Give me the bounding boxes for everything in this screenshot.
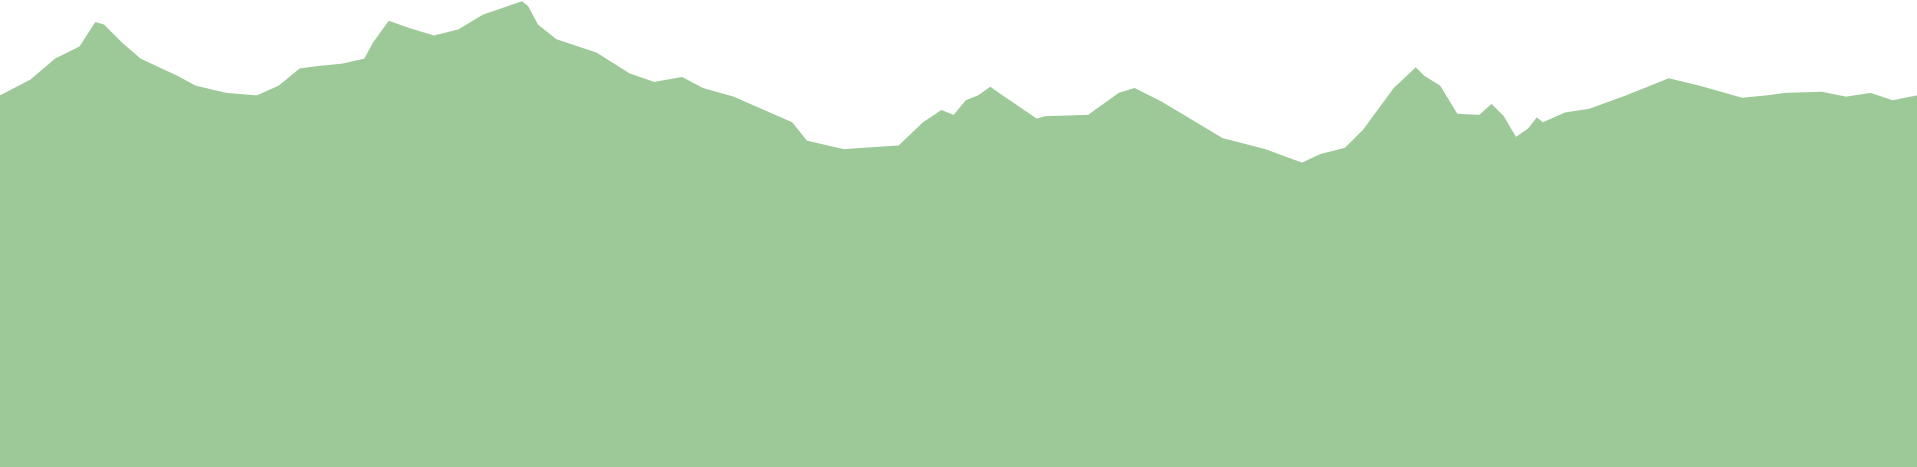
terrain-silhouette xyxy=(0,1,1917,467)
silhouette-canvas xyxy=(0,1,1917,467)
page: {} xyxy=(0,0,1917,467)
